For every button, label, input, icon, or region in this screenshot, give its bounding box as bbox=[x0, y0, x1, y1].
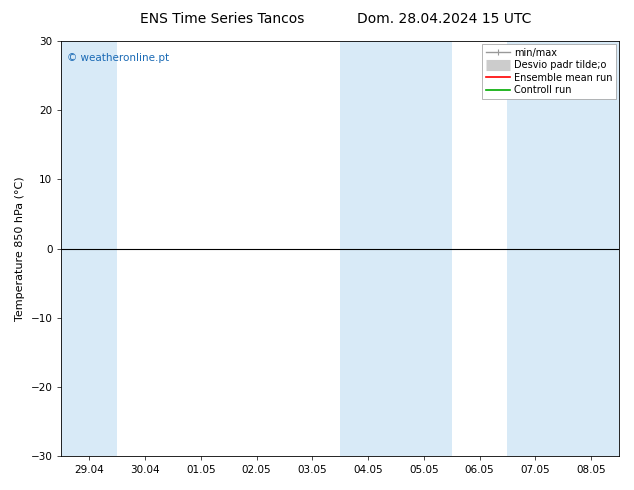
Legend: min/max, Desvio padr tilde;o, Ensemble mean run, Controll run: min/max, Desvio padr tilde;o, Ensemble m… bbox=[482, 44, 616, 99]
Text: Dom. 28.04.2024 15 UTC: Dom. 28.04.2024 15 UTC bbox=[356, 12, 531, 26]
Y-axis label: Temperature 850 hPa (°C): Temperature 850 hPa (°C) bbox=[15, 176, 25, 321]
Text: ENS Time Series Tancos: ENS Time Series Tancos bbox=[139, 12, 304, 26]
Text: © weatheronline.pt: © weatheronline.pt bbox=[67, 53, 169, 64]
Bar bbox=[507, 41, 619, 456]
Bar bbox=[61, 41, 117, 456]
Bar bbox=[340, 41, 452, 456]
